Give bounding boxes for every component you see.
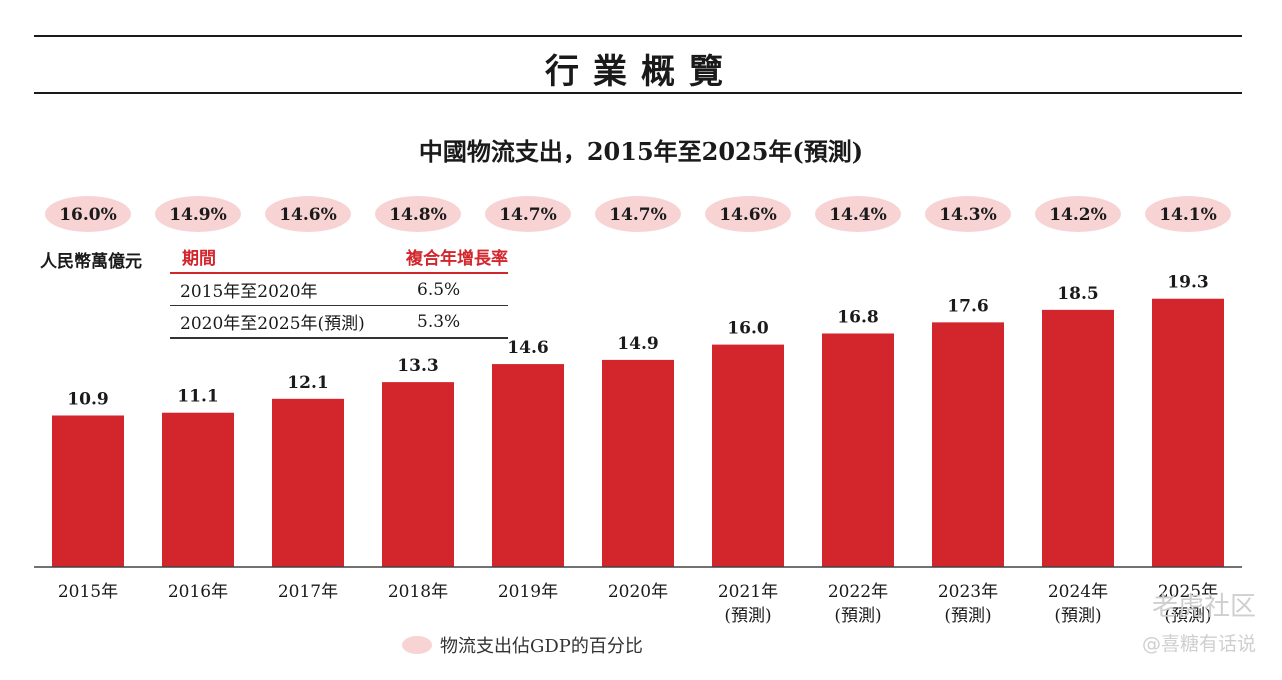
gdp-share-label: 14.1% [1159, 205, 1217, 225]
gdp-share-label: 14.4% [829, 205, 887, 225]
x-tick-note: (預測) [834, 606, 881, 626]
cagr-table: 期間 複合年增長率 2015年至2020年 6.5% 2020年至2025年(預… [170, 244, 508, 339]
gdp-share-bubble [375, 196, 461, 232]
x-tick-note: (預測) [944, 606, 991, 626]
cagr-header-period: 期間 [182, 249, 216, 269]
x-tick-note: (預測) [1164, 606, 1211, 626]
top-rule [34, 35, 1242, 37]
bar [932, 322, 1004, 567]
bar [492, 364, 564, 567]
watermark-line1: 老虎社区 [1151, 592, 1256, 622]
header-bottom-rule [34, 92, 1242, 94]
gdp-share-label: 14.3% [939, 205, 997, 225]
cagr-table-row: 2015年至2020年 6.5% [170, 274, 508, 306]
bar-value-label: 10.9 [67, 389, 108, 409]
x-tick-label: 2016年 [168, 582, 228, 602]
bar-value-label: 14.6 [507, 338, 548, 358]
x-tick-label: 2018年 [388, 582, 448, 602]
bar [1152, 298, 1224, 567]
gdp-share-bubble [1035, 196, 1121, 232]
legend-swatch [402, 636, 432, 654]
x-tick-note: (預測) [1054, 606, 1101, 626]
gdp-share-bubble [705, 196, 791, 232]
bar-value-label: 14.9 [617, 334, 658, 354]
bar [162, 412, 234, 567]
x-tick-label: 2015年 [58, 582, 118, 602]
gdp-share-label: 16.0% [59, 205, 117, 225]
gdp-share-label: 14.6% [719, 205, 777, 225]
gdp-share-bubble [595, 196, 681, 232]
x-tick-label: 2017年 [278, 582, 338, 602]
x-tick-label: 2023年 [938, 582, 998, 602]
gdp-share-bubble [815, 196, 901, 232]
bar-value-label: 13.3 [397, 356, 438, 376]
page-header-title: 行業概覽 [545, 52, 737, 92]
x-tick-label: 2019年 [498, 582, 558, 602]
bar-value-label: 18.5 [1057, 284, 1098, 304]
gdp-share-label: 14.2% [1049, 205, 1107, 225]
bar [52, 415, 124, 567]
chart-title: 中國物流支出，2015年至2025年(預測) [418, 137, 864, 166]
gdp-share-bubble [265, 196, 351, 232]
gdp-share-bubble [45, 196, 131, 232]
bar-value-label: 19.3 [1167, 273, 1208, 293]
y-axis-unit-label: 人民幣萬億元 [40, 252, 142, 272]
cagr-rate: 5.3% [417, 311, 461, 332]
gdp-share-label: 14.9% [169, 205, 227, 225]
watermark: 老虎社区 @喜糖有话说 [1142, 586, 1256, 656]
x-tick-label: 2020年 [608, 582, 668, 602]
bar-value-label: 17.6 [947, 296, 988, 316]
bar [602, 359, 674, 567]
gdp-share-label: 14.8% [389, 205, 447, 225]
chart-legend: 物流支出佔GDP的百分比 [402, 632, 643, 658]
gdp-share-label: 14.7% [499, 205, 557, 225]
legend-label: 物流支出佔GDP的百分比 [440, 636, 643, 657]
bar-value-label: 11.1 [177, 387, 218, 407]
bar-value-label: 12.1 [287, 373, 328, 393]
cagr-period: 2015年至2020年 [180, 282, 318, 302]
cagr-table-row: 2020年至2025年(預測) 5.3% [170, 306, 508, 339]
cagr-period: 2020年至2025年(預測) [180, 314, 365, 334]
bar [712, 344, 784, 567]
cagr-header-rate: 複合年增長率 [406, 249, 508, 269]
cagr-rate: 6.5% [417, 279, 461, 300]
watermark-line2: @喜糖有话说 [1141, 633, 1256, 655]
x-tick-label: 2022年 [828, 582, 888, 602]
gdp-share-label: 14.6% [279, 205, 337, 225]
bar-value-label: 16.0 [727, 319, 769, 339]
x-tick-label: 2021年 [718, 582, 778, 602]
bar [382, 382, 454, 567]
gdp-share-bubble [1145, 196, 1231, 232]
bar-value-label: 16.8 [837, 307, 878, 327]
x-tick-label: 2024年 [1048, 582, 1108, 602]
gdp-share-bubble [485, 196, 571, 232]
gdp-share-bubble [155, 196, 241, 232]
gdp-share-bubble [925, 196, 1011, 232]
gdp-share-label: 14.7% [609, 205, 667, 225]
bar [272, 398, 344, 567]
x-tick-label: 2025年 [1158, 582, 1218, 602]
bar [1042, 309, 1114, 567]
x-tick-note: (預測) [724, 606, 771, 626]
cagr-table-header: 期間 複合年增長率 [170, 244, 508, 274]
bar [822, 333, 894, 567]
